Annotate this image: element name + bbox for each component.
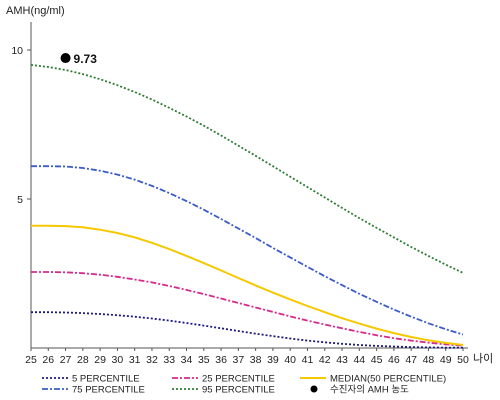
x-tick-label: 34 [181, 354, 193, 366]
legend-label: 75 PERCENTILE [72, 385, 145, 396]
x-tick-label: 41 [302, 354, 314, 366]
legend-label: 5 PERCENTILE [72, 374, 140, 385]
x-tick-label: 26 [42, 354, 54, 366]
x-tick-label: 36 [215, 354, 227, 366]
x-tick-label: 44 [353, 354, 365, 366]
legend-label: 수진자의 AMH 농도 [330, 385, 409, 396]
series-line-5-percentile [31, 311, 463, 349]
x-tick-label: 31 [129, 354, 141, 366]
legend-label: 25 PERCENTILE [202, 374, 275, 385]
x-tick-label: 28 [77, 354, 89, 366]
y-tick-label: 10 [11, 45, 23, 57]
x-tick-label: 42 [319, 354, 331, 366]
series-line-95-percentile [30, 64, 464, 274]
x-tick-label: 48 [423, 354, 435, 366]
x-tick-label: 40 [284, 354, 296, 366]
x-tick-label: 43 [336, 354, 348, 366]
x-tick-label: 27 [60, 354, 72, 366]
x-tick-label: 46 [388, 354, 400, 366]
legend-point-marker [310, 385, 318, 393]
series-line-75-percentile [31, 165, 464, 336]
y-tick-label: 5 [17, 194, 23, 206]
x-tick-label: 35 [198, 354, 210, 366]
legend-label: MEDIAN(50 PERCENTILE) [330, 374, 446, 385]
legend: 5 PERCENTILE 25 PERCENTILE MEDIAN(50 PERCE… [42, 374, 446, 396]
patient-amh-label: 9.73 [74, 52, 98, 66]
x-tick-label: 47 [405, 354, 417, 366]
series-line-25-percentile [31, 271, 464, 347]
x-axis-title: 나이 [473, 352, 493, 365]
series-lines [30, 64, 464, 349]
x-tick-label: 30 [112, 354, 124, 366]
x-tick-label: 49 [440, 354, 452, 366]
x-tick-label: 39 [267, 354, 279, 366]
x-tick-label: 45 [371, 354, 383, 366]
x-tick-label: 32 [146, 354, 158, 366]
x-tick-label: 37 [233, 354, 245, 366]
x-tick-label: 50 [457, 354, 469, 366]
axes: 5 10 25 26 27 28 29 30 31 32 33 34 35 36 37 38 39 40 41 42 4… [11, 22, 469, 366]
patient-amh-point [60, 53, 71, 64]
x-tick-label: 38 [250, 354, 262, 366]
legend-label: 95 PERCENTILE [202, 385, 275, 396]
highlight-point-group: 9.73 [60, 52, 98, 66]
series-line-median-50-percentile [31, 224, 464, 346]
x-tick-label: 33 [163, 354, 175, 366]
y-axis-title: AMH(ng/ml) [6, 5, 65, 17]
x-tick-label: 29 [94, 354, 106, 366]
x-tick-label: 25 [25, 354, 37, 366]
